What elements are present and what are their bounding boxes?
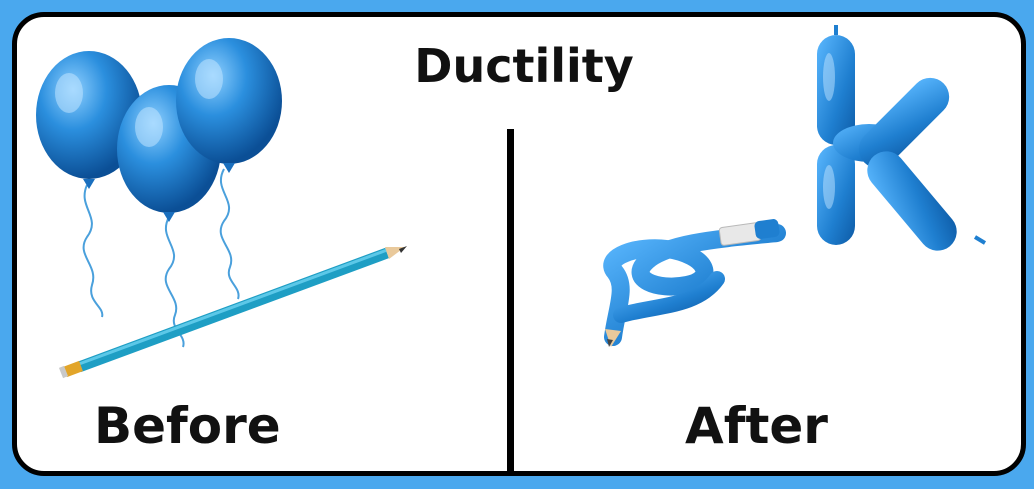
balloon-letter-k-icon (817, 25, 987, 251)
diagram-card: Ductility Before After (12, 12, 1026, 476)
balloon-icon (36, 51, 142, 318)
diagram-title: Ductility (414, 39, 634, 93)
balloon-icon (176, 38, 282, 300)
knotted-pencil-icon (603, 219, 786, 347)
divider-line (507, 129, 514, 471)
pencil-icon (58, 246, 407, 379)
after-label: After (685, 397, 828, 455)
before-label: Before (94, 397, 281, 455)
illustrations (36, 25, 987, 379)
